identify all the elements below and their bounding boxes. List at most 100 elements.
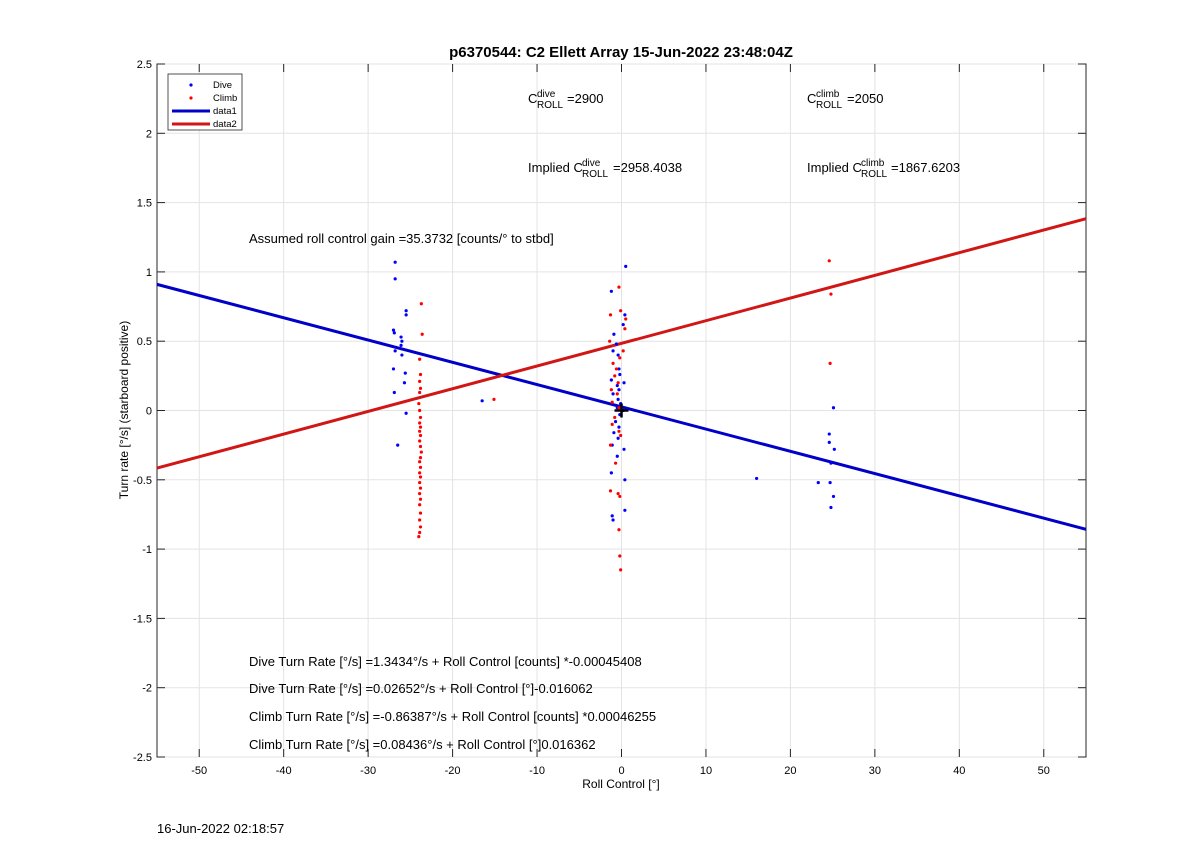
data-point-climb [609, 388, 613, 392]
implied-dive-annotation: Implied C dive ROLL =2958.4038 [528, 158, 682, 180]
data-point-climb [617, 406, 621, 410]
data-point-dive [831, 494, 836, 499]
data-point-dive [399, 335, 403, 339]
data-point-dive [624, 264, 628, 268]
data-point-dive [615, 454, 619, 458]
equation-dive-degrees: Dive Turn Rate [°/s] =0.02652°/s + Roll … [249, 681, 593, 696]
data-point-climb [418, 525, 423, 529]
data-point-climb [617, 285, 621, 289]
y-axis-label: Turn rate [°/s] (starboard positive) [117, 321, 131, 499]
implied-climb-sub: ROLL [861, 169, 888, 180]
data-point-dive [611, 349, 615, 353]
y-tick-label: 2.5 [137, 59, 152, 71]
c-climb-sup: climb [816, 89, 840, 100]
data-point-climb [608, 313, 613, 317]
print-timestamp: 16-Jun-2022 02:18:57 [157, 821, 285, 836]
data-point-dive [612, 431, 616, 435]
roll-gain-annotation: Assumed roll control gain =35.3732 [coun… [249, 231, 554, 246]
data-point-climb [608, 489, 613, 493]
data-point-dive [396, 443, 400, 447]
data-point-dive [622, 381, 626, 385]
implied-dive-sup: dive [582, 158, 601, 169]
data-point-dive [618, 372, 622, 377]
data-point-climb [613, 461, 618, 465]
data-point-dive [617, 388, 621, 392]
data-point-climb [418, 421, 422, 425]
data-point-dive [614, 342, 619, 346]
data-point-dive [617, 367, 621, 371]
equation-dive-counts: Dive Turn Rate [°/s] =1.3434°/s + Roll C… [249, 654, 642, 669]
x-tick-label: 30 [869, 765, 881, 777]
data-point-climb [418, 372, 423, 377]
data-point-climb [418, 444, 423, 449]
data-point-dive [404, 309, 408, 313]
data-point-climb [418, 433, 423, 438]
data-point-dive [399, 343, 403, 347]
data-point-dive [623, 313, 627, 317]
data-point-dive [392, 390, 396, 395]
data-point-climb [619, 309, 623, 313]
equations: Dive Turn Rate [°/s] =1.3434°/s + Roll C… [249, 654, 656, 752]
data-point-climb [418, 456, 423, 460]
data-point-dive [616, 397, 620, 402]
data-point-climb [623, 327, 627, 331]
data-point-climb [420, 332, 424, 336]
y-tick-label: -2.5 [133, 752, 152, 764]
y-tick-label: -0.5 [133, 475, 152, 487]
data-point-dive [829, 505, 833, 510]
data-point-climb [616, 492, 620, 496]
data-point-climb [418, 429, 422, 433]
data-point-dive [391, 367, 396, 371]
x-tick-label: -40 [276, 765, 292, 777]
x-tick-label: 50 [1038, 765, 1050, 777]
data-point-dive [623, 508, 627, 512]
legend-dive-label: Dive [213, 80, 232, 91]
chart-title: p6370544: C2 Ellett Array 15-Jun-2022 23… [449, 44, 793, 61]
equation-climb-degrees: Climb Turn Rate [°/s] =0.08436°/s + Roll… [249, 737, 596, 752]
implied-climb-sup: climb [861, 158, 885, 169]
x-tick-label: 20 [784, 765, 796, 777]
legend-data1-label: data1 [213, 106, 237, 117]
data-point-climb [608, 339, 612, 343]
x-tick-label: -10 [529, 765, 545, 777]
x-tick-label: 40 [953, 765, 965, 777]
data-point-climb [418, 390, 422, 395]
implied-dive-value: =2958.4038 [613, 160, 682, 175]
data-point-climb [613, 415, 617, 420]
data-point-dive [404, 411, 408, 415]
data-point-climb [417, 535, 421, 539]
data-point-climb [418, 425, 423, 429]
data-point-dive [816, 480, 820, 485]
data-point-dive [829, 461, 833, 465]
data-point-climb [610, 422, 614, 426]
y-tick-label: 0 [146, 406, 152, 418]
data-point-dive [617, 425, 621, 429]
data-point-dive [402, 381, 407, 385]
data-point-climb [492, 397, 496, 402]
y-tick-label: -2 [142, 683, 152, 695]
data-point-dive [612, 332, 616, 336]
data-point-climb [418, 503, 422, 507]
data-point-dive [609, 471, 613, 475]
data-point-climb [417, 401, 421, 406]
implied-climb-annotation: Implied C climb ROLL =1867.6203 [807, 158, 960, 180]
data-point-dive [609, 378, 613, 382]
data-point-climb [614, 367, 619, 371]
data-point-dive [623, 478, 627, 482]
c-climb-base: C [807, 91, 816, 106]
data-point-dive [393, 260, 397, 264]
fit-line-data2 [156, 217, 1087, 470]
c-dive-annotation: C dive ROLL =2900 [528, 89, 604, 111]
equation-climb-counts: Climb Turn Rate [°/s] =-0.86387°/s + Rol… [249, 709, 656, 724]
data-point-dive [400, 353, 404, 357]
data-point-climb [624, 317, 628, 321]
legend-climb-label: Climb [213, 93, 237, 104]
data-point-climb [613, 374, 617, 378]
data-point-climb [418, 357, 422, 361]
data-point-dive [400, 339, 404, 343]
implied-climb-value: =1867.6203 [891, 160, 960, 175]
data-point-dive [831, 406, 836, 410]
data-point-climb [828, 361, 832, 365]
y-tick-labels: -2.5 -2 -1.5 -1 -0.5 0 0.5 1 1.5 2 2.5 [133, 59, 1086, 764]
